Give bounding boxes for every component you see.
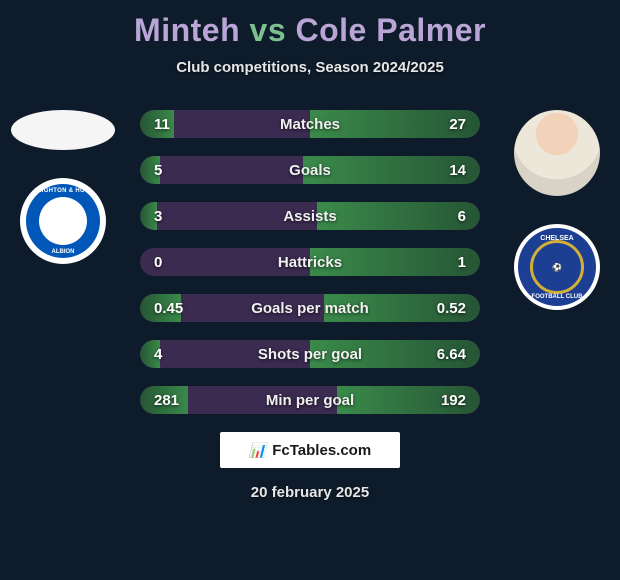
stat-value-right: 1 <box>458 248 466 276</box>
player1-avatar <box>11 110 115 150</box>
stat-row: 0.45Goals per match0.52 <box>140 294 480 322</box>
stat-row: 0Hattricks1 <box>140 248 480 276</box>
stat-label: Hattricks <box>140 248 480 276</box>
stat-value-right: 6.64 <box>437 340 466 368</box>
stat-label: Min per goal <box>140 386 480 414</box>
brand-icon: 📊 <box>249 442 266 459</box>
brand-text: FcTables.com <box>272 442 371 459</box>
subtitle: Club competitions, Season 2024/2025 <box>0 59 620 76</box>
stat-label: Assists <box>140 202 480 230</box>
brighton-text-top: BRIGHTON & HOVE <box>26 188 100 194</box>
stat-value-right: 6 <box>458 202 466 230</box>
stat-value-right: 0.52 <box>437 294 466 322</box>
player2-avatar <box>514 110 600 196</box>
stat-label: Goals per match <box>140 294 480 322</box>
player2-avatar-wrapper <box>514 110 600 196</box>
brighton-inner <box>39 197 87 245</box>
title-player2: Cole Palmer <box>296 12 486 48</box>
chelsea-text-bottom: FOOTBALL CLUB <box>518 294 596 300</box>
footer-date: 20 february 2025 <box>0 484 620 501</box>
brighton-text-bottom: ALBION <box>26 249 100 255</box>
chelsea-inner: ⚽ <box>530 240 584 294</box>
stat-row: 4Shots per goal6.64 <box>140 340 480 368</box>
player2-club-badge: CHELSEA ⚽ FOOTBALL CLUB <box>514 224 600 310</box>
stat-label: Goals <box>140 156 480 184</box>
title-player1: Minteh <box>134 12 240 48</box>
brand-badge: 📊 FcTables.com <box>220 432 400 468</box>
brighton-ring: BRIGHTON & HOVE ALBION <box>26 184 100 258</box>
stat-row: 3Assists6 <box>140 202 480 230</box>
stat-value-right: 14 <box>449 156 466 184</box>
left-column: BRIGHTON & HOVE ALBION <box>8 110 118 264</box>
stat-label: Shots per goal <box>140 340 480 368</box>
right-column: CHELSEA ⚽ FOOTBALL CLUB <box>502 110 612 310</box>
page-title: Minteh vs Cole Palmer <box>0 0 620 49</box>
stat-row: 11Matches27 <box>140 110 480 138</box>
stat-row: 281Min per goal192 <box>140 386 480 414</box>
title-vs: vs <box>250 12 287 48</box>
comparison-content: BRIGHTON & HOVE ALBION CHELSEA ⚽ FOOTBAL… <box>0 110 620 414</box>
stat-label: Matches <box>140 110 480 138</box>
stat-value-right: 27 <box>449 110 466 138</box>
stat-row: 5Goals14 <box>140 156 480 184</box>
chelsea-text-top: CHELSEA <box>518 235 596 242</box>
player1-club-badge: BRIGHTON & HOVE ALBION <box>20 178 106 264</box>
stat-value-right: 192 <box>441 386 466 414</box>
stats-table: 11Matches27 5Goals14 3Assists6 0Hattricks1 0… <box>140 110 480 414</box>
